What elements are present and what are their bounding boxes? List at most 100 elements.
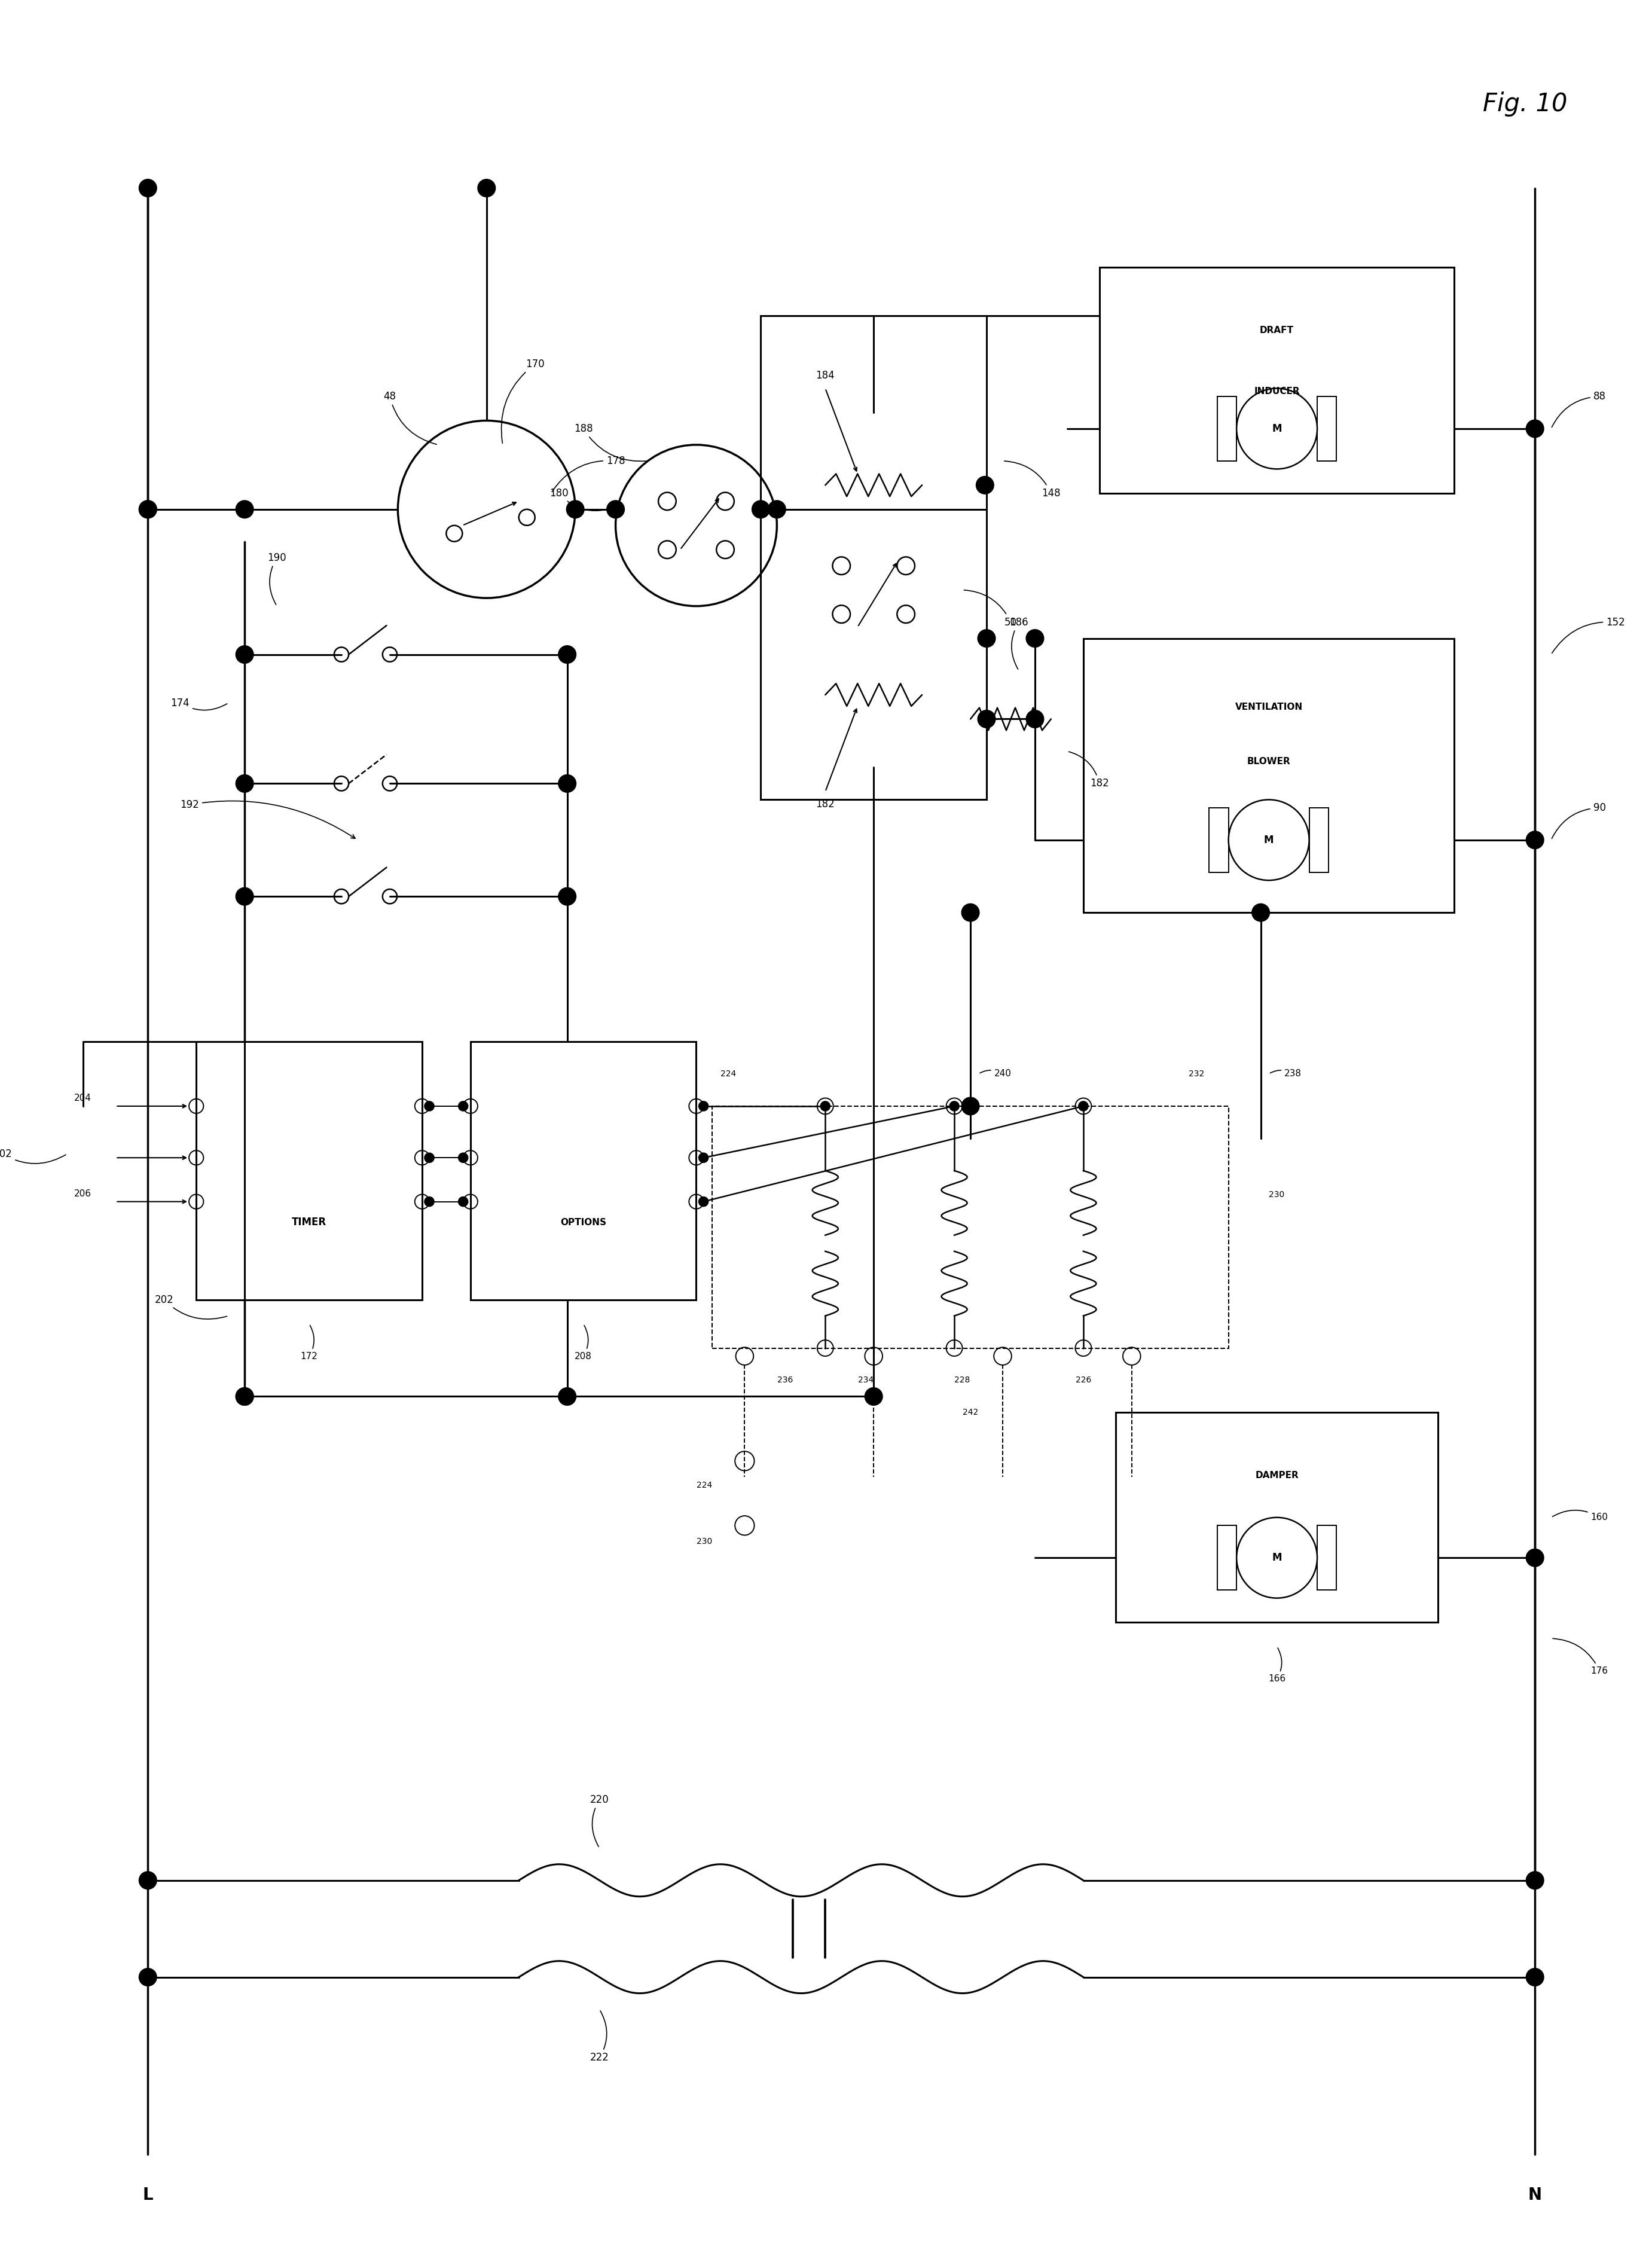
Circle shape <box>978 629 996 647</box>
Circle shape <box>236 774 253 792</box>
Text: M: M <box>1264 835 1274 846</box>
Text: DAMPER: DAMPER <box>1256 1470 1298 1479</box>
Text: 208: 208 <box>575 1326 591 1362</box>
Text: 202: 202 <box>0 1149 66 1163</box>
Circle shape <box>477 179 496 197</box>
Text: 166: 166 <box>1269 1649 1285 1683</box>
Text: 224: 224 <box>697 1482 712 1488</box>
Text: 152: 152 <box>1551 618 1626 654</box>
Circle shape <box>1026 710 1044 728</box>
Bar <box>1084 638 1454 912</box>
Circle shape <box>1526 1549 1545 1568</box>
Bar <box>1317 396 1336 461</box>
Text: 232: 232 <box>1188 1070 1204 1079</box>
Circle shape <box>864 1387 882 1405</box>
Text: 228: 228 <box>955 1375 970 1384</box>
Text: 236: 236 <box>776 1375 793 1384</box>
Circle shape <box>567 500 585 518</box>
Text: 148: 148 <box>1004 461 1061 498</box>
Text: L: L <box>142 2187 154 2203</box>
Bar <box>1218 396 1237 461</box>
Circle shape <box>699 1102 709 1111</box>
Circle shape <box>236 1387 253 1405</box>
Circle shape <box>768 500 786 518</box>
Circle shape <box>961 905 980 921</box>
Circle shape <box>139 1968 157 1986</box>
Bar <box>197 1041 421 1301</box>
Circle shape <box>1526 421 1545 437</box>
Text: 176: 176 <box>1553 1638 1607 1676</box>
Bar <box>1218 1525 1237 1590</box>
Text: 204: 204 <box>74 1093 91 1102</box>
Text: M: M <box>1272 1552 1282 1563</box>
Text: OPTIONS: OPTIONS <box>560 1217 606 1226</box>
Text: 206: 206 <box>74 1190 91 1199</box>
Text: 184: 184 <box>816 371 834 380</box>
Bar <box>1308 808 1328 873</box>
Text: 190: 190 <box>268 552 286 604</box>
Circle shape <box>821 1102 829 1111</box>
Bar <box>1209 808 1229 873</box>
Circle shape <box>961 1097 980 1115</box>
Circle shape <box>458 1102 468 1111</box>
Circle shape <box>139 500 157 518</box>
Text: BLOWER: BLOWER <box>1247 758 1290 767</box>
Text: 182: 182 <box>1069 751 1108 789</box>
Text: 226: 226 <box>1075 1375 1092 1384</box>
Text: 172: 172 <box>301 1326 317 1362</box>
Text: 230: 230 <box>697 1538 712 1545</box>
Circle shape <box>425 1102 434 1111</box>
Bar <box>1100 267 1454 493</box>
Text: 202: 202 <box>155 1294 226 1319</box>
Text: 222: 222 <box>590 2011 610 2063</box>
Text: 178: 178 <box>552 455 624 491</box>
Circle shape <box>558 774 577 792</box>
Bar <box>762 317 986 801</box>
Text: TIMER: TIMER <box>292 1217 327 1228</box>
Circle shape <box>1526 830 1545 848</box>
Text: DRAFT: DRAFT <box>1260 326 1294 335</box>
Circle shape <box>139 179 157 197</box>
Text: VENTILATION: VENTILATION <box>1236 703 1303 713</box>
Text: 240: 240 <box>980 1070 1011 1079</box>
Text: 50: 50 <box>965 590 1018 627</box>
Text: M: M <box>1272 423 1282 434</box>
Text: 220: 220 <box>590 1794 610 1846</box>
Text: 180: 180 <box>550 489 606 511</box>
Circle shape <box>236 500 253 518</box>
Bar <box>1115 1411 1439 1622</box>
Circle shape <box>236 645 253 663</box>
Circle shape <box>458 1154 468 1163</box>
Bar <box>1317 1525 1336 1590</box>
Circle shape <box>236 1387 253 1405</box>
Bar <box>712 1106 1229 1348</box>
Circle shape <box>1026 629 1044 647</box>
Circle shape <box>139 500 157 518</box>
Circle shape <box>558 887 577 905</box>
Text: 224: 224 <box>720 1070 737 1079</box>
Circle shape <box>1079 1102 1089 1111</box>
Text: 48: 48 <box>383 391 436 443</box>
Circle shape <box>1526 1968 1545 1986</box>
Text: 182: 182 <box>816 798 834 810</box>
Bar <box>471 1041 695 1301</box>
Circle shape <box>458 1197 468 1206</box>
Text: 234: 234 <box>857 1375 874 1384</box>
Text: 174: 174 <box>170 697 226 710</box>
Text: 230: 230 <box>1269 1190 1285 1199</box>
Text: 192: 192 <box>180 798 355 839</box>
Text: N: N <box>1528 2187 1541 2203</box>
Circle shape <box>139 1871 157 1889</box>
Text: 238: 238 <box>1270 1070 1302 1079</box>
Circle shape <box>699 1154 709 1163</box>
Circle shape <box>425 1154 434 1163</box>
Text: 188: 188 <box>573 423 646 461</box>
Circle shape <box>978 710 996 728</box>
Circle shape <box>699 1197 709 1206</box>
Text: INDUCER: INDUCER <box>1254 387 1300 396</box>
Text: 170: 170 <box>501 360 545 443</box>
Circle shape <box>1252 905 1270 921</box>
Text: 186: 186 <box>1009 618 1028 670</box>
Text: 88: 88 <box>1551 391 1606 428</box>
Text: 160: 160 <box>1553 1511 1607 1522</box>
